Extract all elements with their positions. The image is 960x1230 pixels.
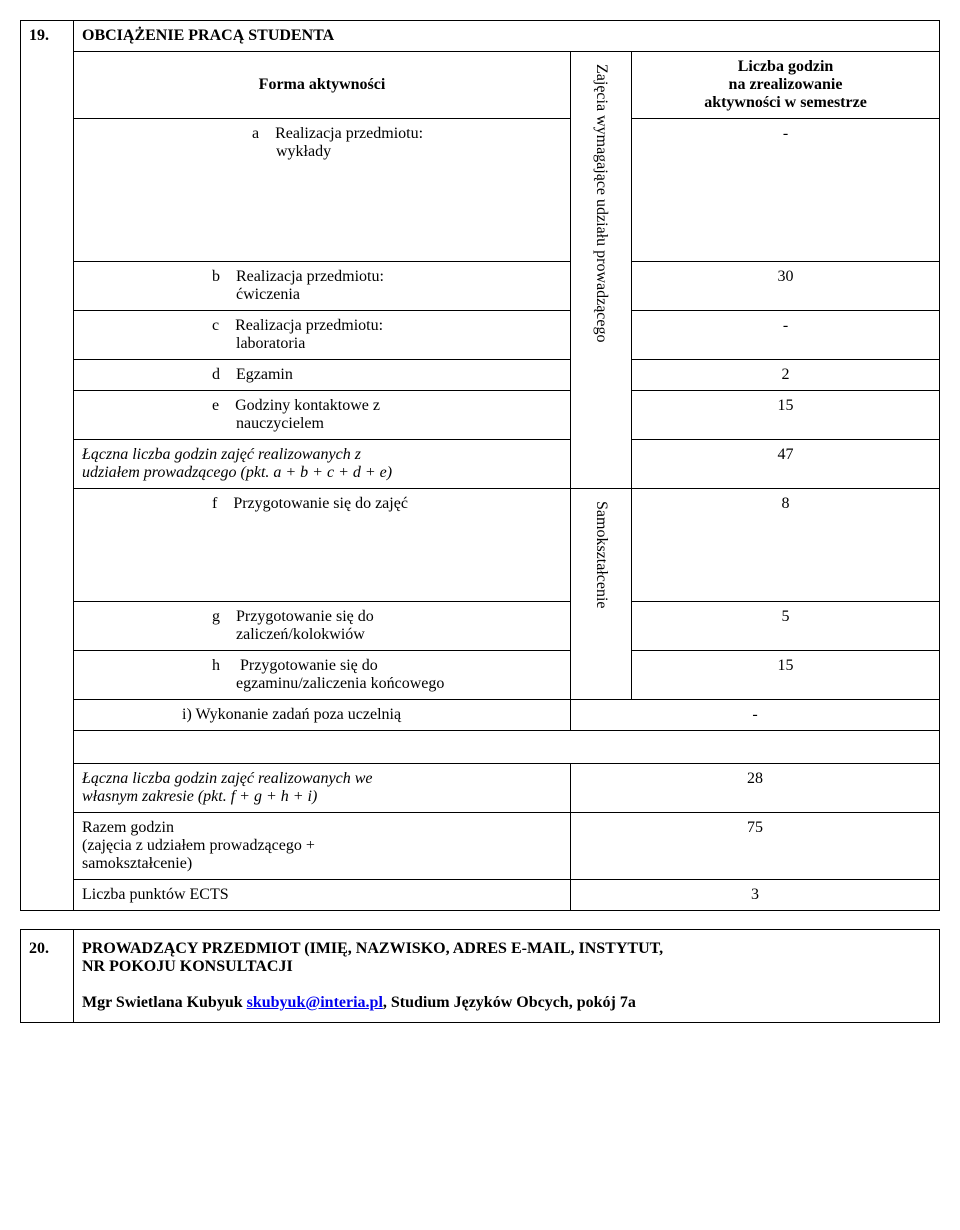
row-b-value: 30 bbox=[632, 262, 940, 311]
row-c-value: - bbox=[632, 311, 940, 360]
row-b: b Realizacja przedmiotu: ćwiczenia 30 bbox=[21, 262, 940, 311]
row-a-value: - bbox=[632, 119, 940, 262]
row-a: a Realizacja przedmiotu: wykłady - bbox=[21, 119, 940, 262]
row-e-l2: nauczycielem bbox=[236, 415, 324, 432]
row-a-prefix: a bbox=[252, 125, 259, 142]
hours-header-l3: aktywności w semestrze bbox=[704, 94, 867, 111]
row-total-l2: (zajęcia z udziałem prowadzącego + bbox=[82, 837, 315, 854]
row-i-label: i) Wykonanie zadań poza uczelnią bbox=[74, 700, 571, 731]
row-d: d Egzamin 2 bbox=[21, 360, 940, 391]
row-sum1: Łączna liczba godzin zajęć realizowanych… bbox=[21, 440, 940, 489]
title-row: 19. OBCIĄŻENIE PRACĄ STUDENTA bbox=[21, 21, 940, 52]
row-f-label: f Przygotowanie się do zajęć bbox=[74, 489, 571, 602]
row-f-text: Przygotowanie się do zajęć bbox=[233, 495, 408, 512]
row-b-l2: ćwiczenia bbox=[236, 286, 300, 303]
row-c-label: c Realizacja przedmiotu: laboratoria bbox=[74, 311, 571, 360]
instructor-email[interactable]: skubyuk@interia.pl bbox=[247, 994, 383, 1011]
vertical-group-1: Zajęcia wymagające udziału prowadzącego bbox=[571, 52, 632, 489]
row-a-label: a Realizacja przedmiotu: wykłady bbox=[74, 119, 571, 262]
row-e: e Godziny kontaktowe z nauczycielem 15 bbox=[21, 391, 940, 440]
row-f-prefix: f bbox=[212, 495, 217, 512]
row-c: c Realizacja przedmiotu: laboratoria - bbox=[21, 311, 940, 360]
row-e-label: e Godziny kontaktowe z nauczycielem bbox=[74, 391, 571, 440]
hours-header-l2: na zrealizowanie bbox=[729, 76, 843, 93]
row-h-value: 15 bbox=[632, 651, 940, 700]
instructor-name: Mgr Swietlana Kubyuk bbox=[82, 994, 247, 1011]
section-title: OBCIĄŻENIE PRACĄ STUDENTA bbox=[74, 21, 940, 52]
row-d-value: 2 bbox=[632, 360, 940, 391]
row-total-l3: samokształcenie) bbox=[82, 855, 192, 872]
row-c-l2: laboratoria bbox=[236, 335, 305, 352]
header-row: Forma aktywności Zajęcia wymagające udzi… bbox=[21, 52, 940, 119]
row-sum2: Łączna liczba godzin zajęć realizowanych… bbox=[21, 764, 940, 813]
row-f: f Przygotowanie się do zajęć Samokształc… bbox=[21, 489, 940, 602]
row-g-label: g Przygotowanie się do zaliczeń/kolokwió… bbox=[74, 602, 571, 651]
row-b-prefix: b bbox=[212, 268, 220, 285]
row-h-l2: egzaminu/zaliczenia końcowego bbox=[236, 675, 444, 692]
row-ects-label: Liczba punktów ECTS bbox=[74, 880, 571, 911]
workload-table: 19. OBCIĄŻENIE PRACĄ STUDENTA Forma akty… bbox=[20, 20, 940, 911]
row-sum1-l2: udziałem prowadzącego (pkt. a + b + c + … bbox=[82, 464, 392, 481]
section20-title-l2: NR POKOJU KONSULTACJI bbox=[82, 958, 293, 975]
row-h-prefix: h bbox=[212, 657, 220, 674]
form-header-text: Forma aktywności bbox=[259, 76, 386, 93]
row-d-label: d Egzamin bbox=[74, 360, 571, 391]
hours-header: Liczba godzin na zrealizowanie aktywnośc… bbox=[632, 52, 940, 119]
section-number: 19. bbox=[21, 21, 74, 911]
row-sum2-label: Łączna liczba godzin zajęć realizowanych… bbox=[74, 764, 571, 813]
row-i: i) Wykonanie zadań poza uczelnią - bbox=[21, 700, 940, 731]
section20-number: 20. bbox=[21, 930, 74, 1023]
row-d-text: Egzamin bbox=[236, 366, 293, 383]
row-a-l2: wykłady bbox=[276, 143, 331, 160]
row-h-l1: Przygotowanie się do bbox=[240, 657, 378, 674]
hours-header-l1: Liczba godzin bbox=[738, 58, 834, 75]
instructor-suffix: , Studium Języków Obcych, pokój 7a bbox=[383, 994, 636, 1011]
row-sum1-label: Łączna liczba godzin zajęć realizowanych… bbox=[74, 440, 571, 489]
row-g-prefix: g bbox=[212, 608, 220, 625]
row-i-text: i) Wykonanie zadań poza uczelnią bbox=[182, 706, 401, 723]
row-sum1-value: 47 bbox=[632, 440, 940, 489]
row-c-prefix: c bbox=[212, 317, 219, 334]
row-ects-value: 3 bbox=[571, 880, 940, 911]
row-total: Razem godzin (zajęcia z udziałem prowadz… bbox=[21, 813, 940, 880]
row-e-prefix: e bbox=[212, 397, 219, 414]
spacer-cell bbox=[74, 731, 940, 764]
row-sum2-l2: własnym zakresie (pkt. f + g + h + i) bbox=[82, 788, 317, 805]
row-g-l2: zaliczeń/kolokwiów bbox=[236, 626, 365, 643]
vertical-text-1: Zajęcia wymagające udziału prowadzącego bbox=[592, 58, 610, 349]
row-sum2-l1: Łączna liczba godzin zajęć realizowanych… bbox=[82, 770, 373, 787]
row-g-l1: Przygotowanie się do bbox=[236, 608, 374, 625]
form-header: Forma aktywności bbox=[74, 52, 571, 119]
row-d-prefix: d bbox=[212, 366, 220, 383]
row-h-label: h Przygotowanie się do egzaminu/zaliczen… bbox=[74, 651, 571, 700]
row-b-l1: Realizacja przedmiotu: bbox=[236, 268, 384, 285]
row-total-l1: Razem godzin bbox=[82, 819, 174, 836]
section20-content: PROWADZĄCY PRZEDMIOT (IMIĘ, NAZWISKO, AD… bbox=[74, 930, 940, 1023]
row-e-value: 15 bbox=[632, 391, 940, 440]
row-e-l1: Godziny kontaktowe z bbox=[235, 397, 380, 414]
row-c-l1: Realizacja przedmiotu: bbox=[235, 317, 383, 334]
row-g-value: 5 bbox=[632, 602, 940, 651]
row-total-value: 75 bbox=[571, 813, 940, 880]
vertical-group-2: Samokształcenie bbox=[571, 489, 632, 700]
vertical-text-2: Samokształcenie bbox=[592, 495, 610, 615]
section20-row: 20. PROWADZĄCY PRZEDMIOT (IMIĘ, NAZWISKO… bbox=[21, 930, 940, 1023]
row-sum2-value: 28 bbox=[571, 764, 940, 813]
section20-title-l1: PROWADZĄCY PRZEDMIOT (IMIĘ, NAZWISKO, AD… bbox=[82, 940, 663, 957]
row-h: h Przygotowanie się do egzaminu/zaliczen… bbox=[21, 651, 940, 700]
row-g: g Przygotowanie się do zaliczeń/kolokwió… bbox=[21, 602, 940, 651]
row-b-label: b Realizacja przedmiotu: ćwiczenia bbox=[74, 262, 571, 311]
row-i-value: - bbox=[571, 700, 940, 731]
row-sum1-l1: Łączna liczba godzin zajęć realizowanych… bbox=[82, 446, 361, 463]
spacer-row bbox=[21, 731, 940, 764]
row-f-value: 8 bbox=[632, 489, 940, 602]
row-a-l1: Realizacja przedmiotu: bbox=[275, 125, 423, 142]
row-total-label: Razem godzin (zajęcia z udziałem prowadz… bbox=[74, 813, 571, 880]
instructor-table: 20. PROWADZĄCY PRZEDMIOT (IMIĘ, NAZWISKO… bbox=[20, 929, 940, 1023]
row-ects: Liczba punktów ECTS 3 bbox=[21, 880, 940, 911]
